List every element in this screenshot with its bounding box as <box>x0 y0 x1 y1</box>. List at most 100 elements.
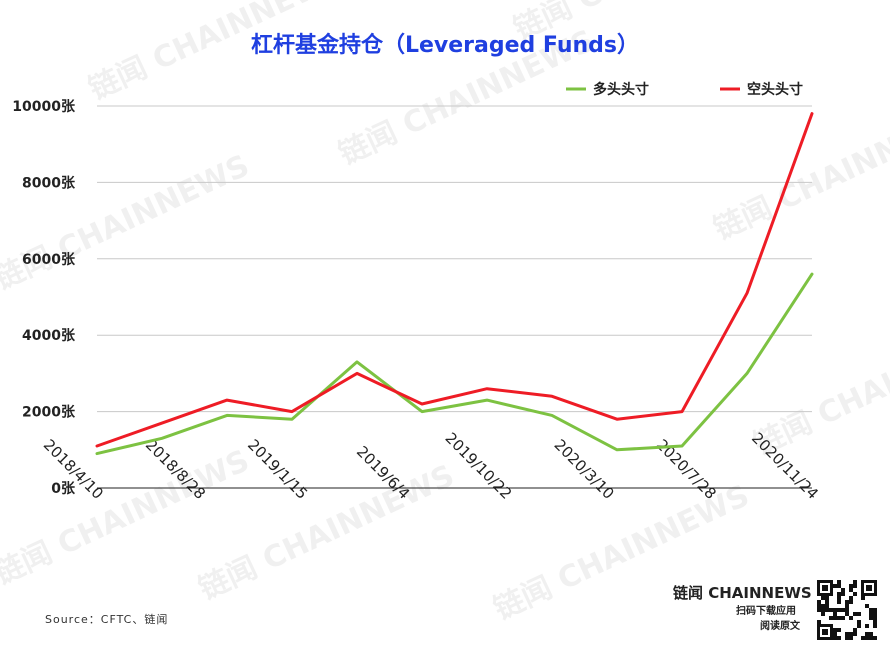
qr-module <box>869 612 873 616</box>
qr-module <box>861 596 865 600</box>
y-tick-label: 6000张 <box>22 252 76 268</box>
qr-module <box>837 636 841 640</box>
qr-module <box>849 636 853 640</box>
brand-name: 链闻 CHAINNEWS <box>673 584 812 602</box>
watermark-text: 链闻 CHAINNEWS <box>0 148 255 297</box>
chart-title: 杠杆基金持仓（Leveraged Funds） <box>251 32 639 58</box>
qr-module <box>837 608 841 612</box>
source-note: Source：CFTC、链闻 <box>45 612 168 626</box>
qr-module <box>841 588 845 592</box>
qr-module <box>841 592 845 596</box>
qr-module <box>849 584 853 588</box>
qr-module <box>817 608 821 612</box>
qr-module <box>873 636 877 640</box>
qr-module <box>849 600 853 604</box>
qr-module <box>873 624 877 628</box>
grid <box>97 105 812 489</box>
qr-module <box>861 636 865 640</box>
qr-module <box>873 612 877 616</box>
qr-code-icon[interactable] <box>815 578 879 642</box>
qr-module <box>873 620 877 624</box>
qr-module <box>825 600 829 604</box>
qr-module <box>833 628 837 632</box>
qr-module <box>869 636 873 640</box>
qr-module <box>857 624 861 628</box>
y-tick-label: 8000张 <box>22 175 76 191</box>
qr-module <box>853 628 857 632</box>
qr-module <box>837 600 841 604</box>
y-tick-label: 2000张 <box>22 405 76 421</box>
qr-finder-core <box>822 629 828 635</box>
brand-block[interactable]: 链闻 CHAINNEWS 扫码下载应用 阅读原文 <box>673 578 879 642</box>
brand-line1: 扫码下载应用 <box>736 604 796 617</box>
qr-module <box>849 588 853 592</box>
qr-module <box>865 624 869 628</box>
qr-module <box>865 632 869 636</box>
qr-module <box>849 596 853 600</box>
watermark-text: 链闻 CHAINNEWS <box>709 98 890 247</box>
qr-module <box>849 616 853 620</box>
y-tick-label: 4000张 <box>22 328 76 344</box>
qr-module <box>825 604 829 608</box>
y-tick-label: 10000张 <box>12 99 76 115</box>
qr-module <box>869 632 873 636</box>
qr-module <box>845 612 849 616</box>
qr-module <box>853 592 857 596</box>
qr-module <box>853 632 857 636</box>
qr-module <box>845 608 849 612</box>
qr-module <box>865 636 869 640</box>
series-line-short <box>95 112 814 448</box>
qr-module <box>869 608 873 612</box>
qr-module <box>837 616 841 620</box>
qr-module <box>821 612 825 616</box>
qr-module <box>829 608 833 612</box>
qr-module <box>869 616 873 620</box>
qr-module <box>833 612 837 616</box>
qr-module <box>821 608 825 612</box>
qr-module <box>845 604 849 608</box>
qr-module <box>833 636 837 640</box>
y-tick-label: 0张 <box>51 481 76 497</box>
qr-module <box>833 616 837 620</box>
qr-module <box>837 580 841 584</box>
y-axis: 0张 2000张 4000张 6000张 8000张 10000张 <box>12 99 76 497</box>
brand-line2: 阅读原文 <box>760 619 801 632</box>
qr-module <box>833 608 837 612</box>
qr-module <box>845 600 849 604</box>
qr-module <box>837 592 841 596</box>
qr-module <box>833 584 837 588</box>
qr-module <box>817 600 821 604</box>
plot-area <box>95 112 814 456</box>
qr-module <box>841 616 845 620</box>
qr-module <box>865 604 869 608</box>
qr-finder-core <box>822 585 828 591</box>
qr-module <box>817 604 821 608</box>
qr-module <box>853 580 857 584</box>
x-tick-label: 2019/1/15 <box>244 436 311 503</box>
qr-module <box>817 620 821 624</box>
qr-module <box>845 636 849 640</box>
legend: 多头头寸 空头头寸 <box>566 81 803 98</box>
series-line-long <box>95 272 814 456</box>
qr-module <box>825 596 829 600</box>
qr-module <box>821 604 825 608</box>
legend-label: 多头头寸 <box>593 81 649 98</box>
qr-module <box>841 608 845 612</box>
qr-module <box>857 620 861 624</box>
qr-module <box>837 584 841 588</box>
qr-module <box>873 616 877 620</box>
qr-module <box>845 632 849 636</box>
qr-module <box>821 596 825 600</box>
qr-module <box>833 632 837 636</box>
qr-module <box>825 608 829 612</box>
qr-module <box>837 628 841 632</box>
qr-module <box>829 616 833 620</box>
qr-module <box>873 608 877 612</box>
qr-module <box>837 596 841 600</box>
qr-module <box>849 632 853 636</box>
qr-module <box>857 612 861 616</box>
qr-module <box>853 612 857 616</box>
qr-module <box>853 584 857 588</box>
legend-label: 空头头寸 <box>747 81 803 98</box>
